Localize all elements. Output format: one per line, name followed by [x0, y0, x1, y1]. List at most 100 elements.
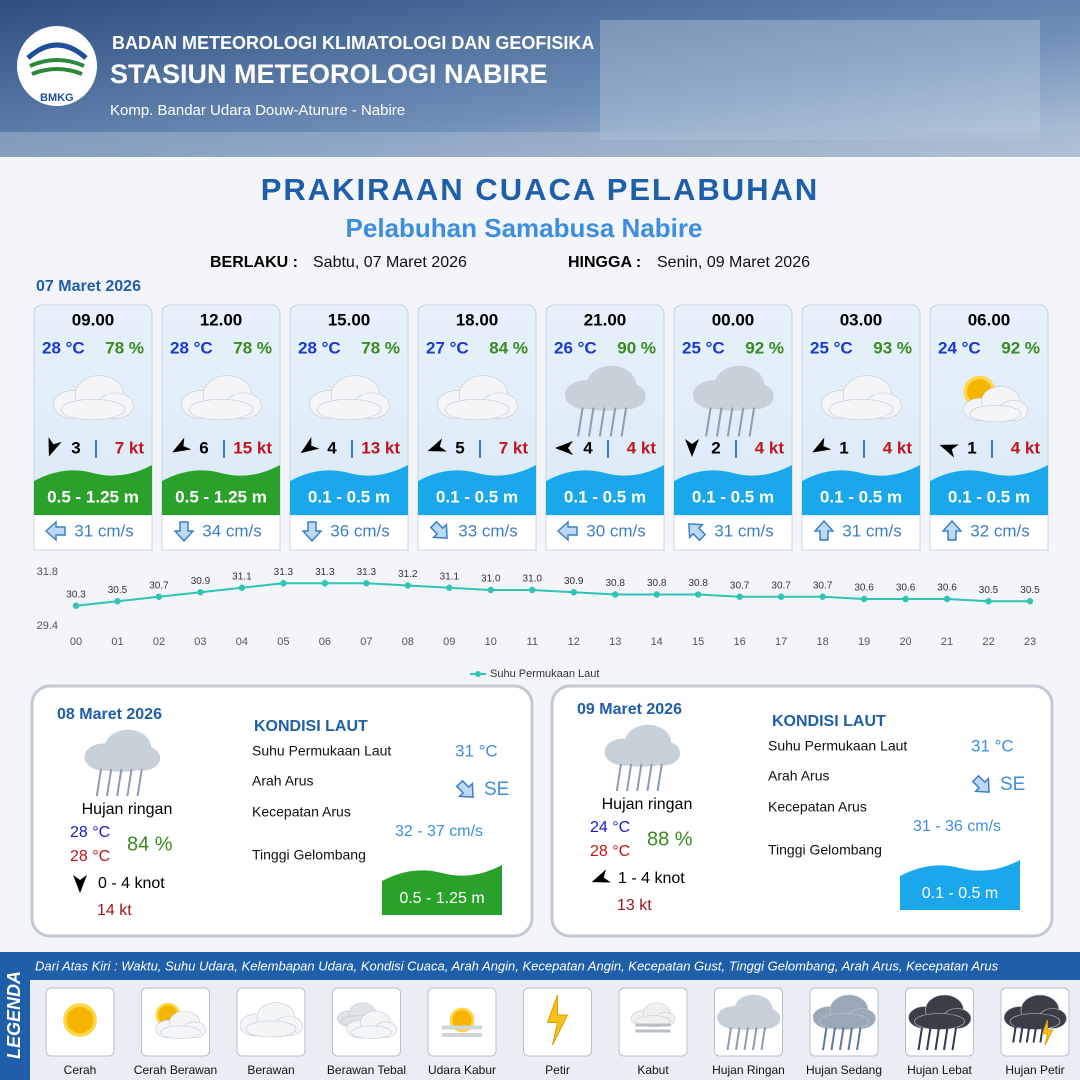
cloud-part	[969, 405, 1022, 423]
wind-speed: 5	[455, 438, 464, 457]
weather-icon	[309, 375, 390, 421]
legend-header	[30, 952, 1080, 980]
rain-drop	[934, 1027, 940, 1051]
humidity: 78 %	[105, 338, 144, 357]
time: 12.00	[200, 310, 243, 329]
rain-drop	[847, 1027, 853, 1051]
rain-drop	[646, 763, 653, 792]
weather-icon	[239, 1002, 303, 1038]
sst-point	[404, 582, 412, 589]
wave-band	[546, 465, 664, 515]
x-tick-label: 19	[858, 636, 870, 648]
day-date: 09 Maret 2026	[577, 701, 682, 718]
sst-point	[238, 584, 246, 591]
current-speed: 31 - 36 cm/s	[913, 818, 1001, 835]
rain-drop	[943, 1027, 949, 1051]
legend-strip	[0, 952, 30, 1080]
rain-drop	[748, 407, 756, 437]
weather-icon	[84, 729, 161, 797]
x-tick-label: 16	[734, 636, 746, 648]
x-tick-label: 14	[651, 636, 663, 648]
weather-icon	[181, 375, 262, 421]
cloud-part	[611, 746, 673, 767]
wave-height: 0.1 - 0.5 m	[922, 885, 998, 902]
legend-item: Hujan Ringan	[712, 1063, 785, 1077]
weather-icon	[693, 365, 774, 437]
valid-from-label: BERLAKU :	[210, 254, 298, 271]
valid-to-label: HINGGA :	[568, 254, 641, 271]
sst-line	[75, 582, 1030, 607]
current-arrow	[44, 520, 66, 542]
humidity: 78 %	[233, 338, 272, 357]
temp-max: 28 °C	[590, 843, 630, 860]
sst-point	[280, 580, 287, 587]
wave-height: 0.1 - 0.5 m	[436, 487, 518, 506]
bolt	[546, 994, 569, 1046]
air-temp: 25 °C	[810, 338, 853, 357]
gust: 7 kt	[499, 438, 529, 457]
wave-height: 0.1 - 0.5 m	[308, 487, 390, 506]
day-date: 07 Maret 2026	[36, 278, 141, 295]
sst: 31 °C	[971, 736, 1014, 755]
wave-band	[674, 465, 792, 515]
current-speed: 34 cm/s	[202, 521, 262, 540]
y-tick-label: 29.4	[37, 620, 58, 632]
current-dir: SE	[484, 779, 509, 800]
weather-icon	[821, 375, 902, 421]
data-label: 31.1	[440, 571, 460, 582]
data-label: 30.9	[564, 576, 584, 587]
time: 06.00	[968, 310, 1011, 329]
weather-icon	[155, 1002, 207, 1039]
title: PRAKIRAAN CUACA PELABUHAN	[261, 172, 820, 207]
x-tick-label: 06	[319, 636, 331, 648]
data-label: 31.3	[315, 567, 335, 578]
logo	[17, 26, 97, 106]
x-tick-label: 21	[941, 636, 953, 648]
valid-from: Sabtu, 07 Maret 2026	[313, 254, 467, 271]
sst: 31 °C	[455, 741, 498, 760]
wave-label: Tinggi Gelombang	[768, 842, 882, 858]
sst-point	[985, 598, 992, 605]
current-speed: 32 cm/s	[970, 521, 1030, 540]
cloud-part	[351, 1025, 392, 1039]
rain-drop	[136, 768, 143, 797]
rain-drop	[705, 407, 712, 437]
legend-item: Cerah	[64, 1063, 97, 1077]
humidity: 84 %	[489, 338, 528, 357]
rain-drop	[917, 1027, 923, 1051]
weather-icon	[604, 724, 681, 792]
air-temp: 26 °C	[554, 338, 597, 357]
cloud-part	[828, 398, 894, 421]
agency: BADAN METEOROLOGI KLIMATOLOGI DAN GEOFIS…	[112, 33, 594, 53]
wind-range: 1 - 4 knot	[618, 870, 685, 887]
wind-speed: 4	[583, 438, 593, 457]
x-tick-label: 02	[153, 636, 165, 648]
sst-point	[570, 589, 577, 596]
sea-title: KONDISI LAUT	[772, 713, 886, 730]
time: 03.00	[840, 310, 883, 329]
legend-description: Dari Atas Kiri : Waktu, Suhu Udara, Kele…	[35, 958, 999, 973]
wind-arrow	[939, 444, 959, 458]
time: 18.00	[456, 310, 499, 329]
logo-arc	[29, 58, 85, 76]
temp-min: 24 °C	[590, 819, 630, 836]
header-decoration	[600, 20, 1040, 140]
cloud-part	[723, 1013, 774, 1030]
sst-point	[446, 584, 453, 591]
current-speed: 36 cm/s	[330, 521, 390, 540]
gust: 14 kt	[97, 902, 132, 919]
sst-point	[819, 593, 826, 600]
current-arrow	[173, 521, 195, 543]
sst-point	[694, 591, 702, 598]
x-tick-label: 22	[982, 636, 994, 648]
time: 15.00	[328, 310, 371, 329]
sst-point	[529, 586, 536, 594]
x-tick-label: 12	[568, 636, 580, 648]
data-label: 30.3	[66, 589, 86, 600]
air-temp: 25 °C	[682, 338, 725, 357]
rain-drop	[609, 407, 617, 437]
sst-point	[114, 598, 121, 605]
legend-item: Kabut	[637, 1063, 669, 1077]
sst-label: Suhu Permukaan Laut	[252, 743, 391, 759]
x-tick-label: 11	[527, 636, 538, 648]
